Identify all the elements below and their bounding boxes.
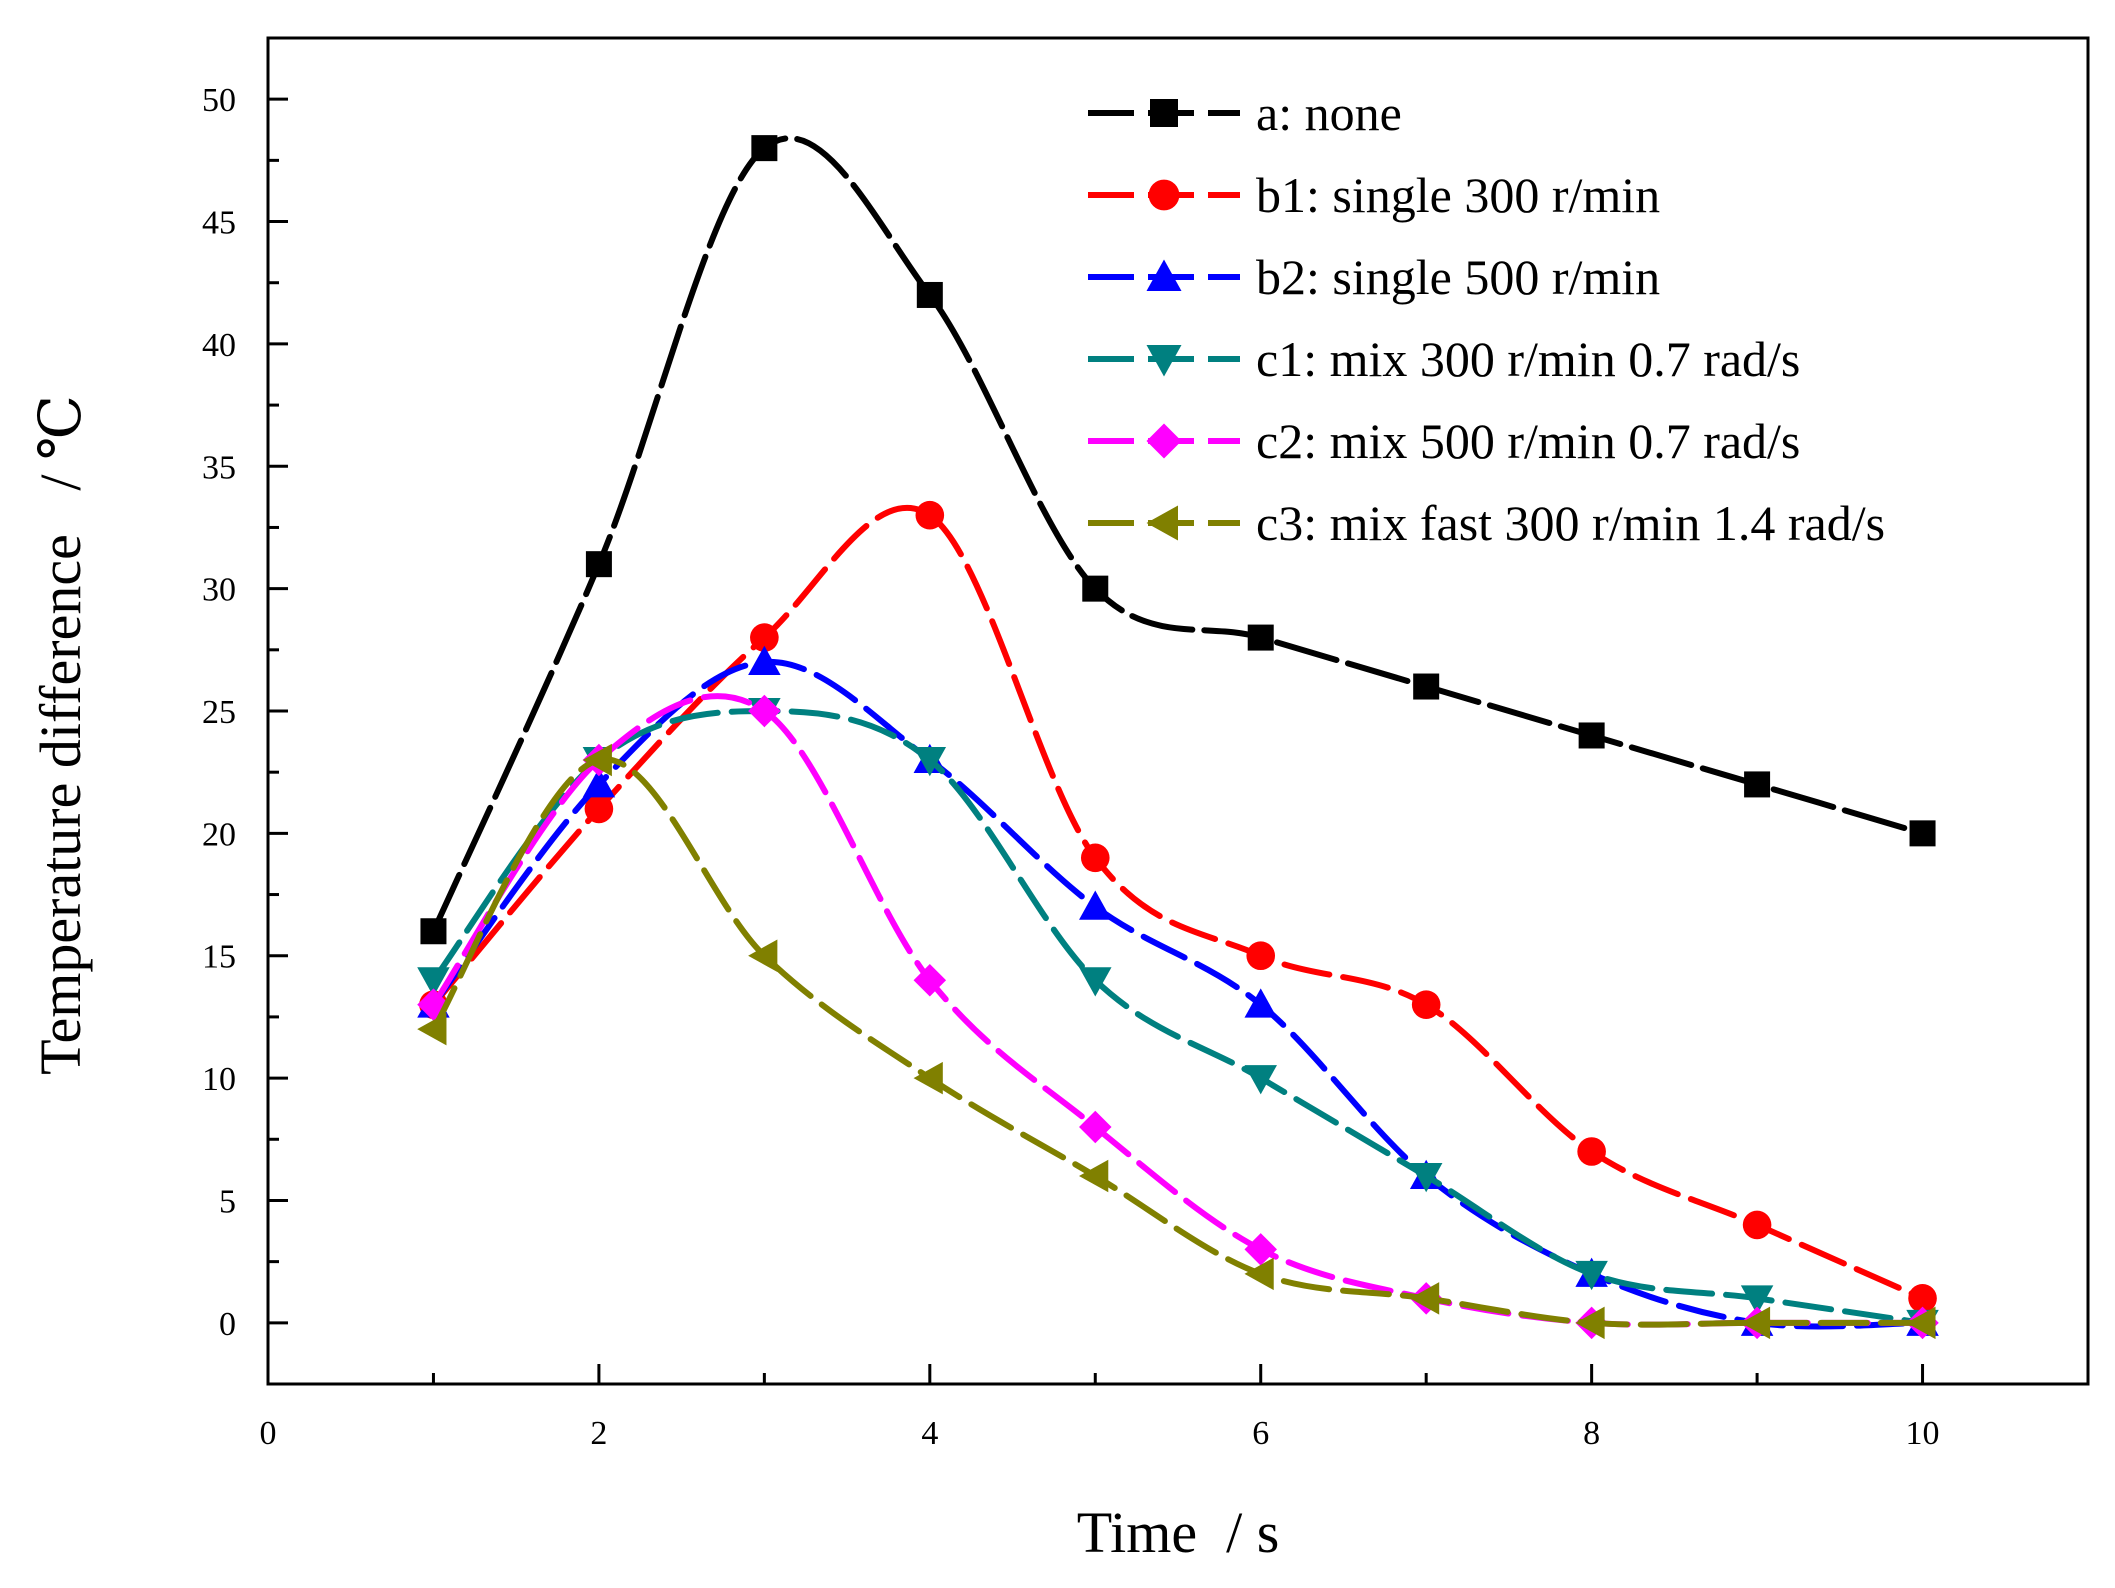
data-point-1-8 bbox=[1742, 1210, 1772, 1240]
data-point-1-9 bbox=[1908, 1284, 1937, 1313]
series-1 bbox=[419, 500, 1937, 1313]
legend-entry-0: a: none bbox=[1088, 85, 1402, 141]
data-point-0-8 bbox=[1744, 771, 1771, 798]
data-point-5-7 bbox=[1575, 1306, 1605, 1340]
series-line-3 bbox=[430, 707, 1926, 1326]
x-tick-label-4: 4 bbox=[921, 1415, 938, 1452]
data-point-4-3 bbox=[913, 963, 947, 997]
y-tick-label-15: 15 bbox=[202, 939, 236, 976]
y-tick-label-5: 5 bbox=[219, 1183, 236, 1220]
data-point-2-2 bbox=[748, 645, 781, 676]
y-tick-label-0: 0 bbox=[219, 1306, 236, 1343]
series-5 bbox=[417, 743, 1936, 1340]
legend-marker-0 bbox=[1150, 99, 1178, 127]
series-line-0 bbox=[430, 135, 1926, 935]
data-point-0-6 bbox=[1413, 673, 1440, 700]
legend-marker-5 bbox=[1146, 505, 1178, 541]
x-tick-label-8: 8 bbox=[1583, 1415, 1600, 1452]
data-point-3-7 bbox=[1575, 1260, 1608, 1291]
data-point-5-8 bbox=[1740, 1306, 1771, 1340]
data-point-5-3 bbox=[913, 1061, 943, 1095]
data-point-3-6 bbox=[1409, 1162, 1443, 1193]
x-tick-label-10: 10 bbox=[1906, 1415, 1940, 1452]
data-point-5-1 bbox=[582, 743, 612, 777]
legend-marker-4 bbox=[1146, 423, 1182, 459]
y-tick-label-45: 45 bbox=[202, 205, 236, 242]
data-point-1-1 bbox=[584, 794, 614, 824]
legend-entry-5: c3: mix fast 300 r/min 1.4 rad/s bbox=[1088, 495, 1885, 551]
legend-marker-1 bbox=[1148, 179, 1180, 211]
x-tick-label-6: 6 bbox=[1252, 1415, 1269, 1452]
data-point-3-8 bbox=[1740, 1285, 1774, 1315]
y-tick-label-20: 20 bbox=[202, 816, 236, 853]
legend-marker-3 bbox=[1146, 345, 1182, 377]
data-point-3-5 bbox=[1244, 1065, 1277, 1095]
data-point-5-0 bbox=[417, 1012, 447, 1046]
data-point-1-5 bbox=[1246, 941, 1276, 971]
series-0 bbox=[420, 135, 1936, 945]
y-tick-label-35: 35 bbox=[202, 449, 236, 486]
legend-entry-3: c1: mix 300 r/min 0.7 rad/s bbox=[1088, 331, 1800, 387]
y-axis: 0 5 10 15 20 25 30 35 40 45 50 bbox=[202, 82, 288, 1343]
data-point-5-5 bbox=[1244, 1257, 1274, 1291]
data-point-5-2 bbox=[748, 939, 778, 972]
data-point-0-1 bbox=[585, 551, 612, 578]
data-point-0-7 bbox=[1578, 722, 1605, 749]
data-point-5-9 bbox=[1906, 1306, 1936, 1340]
legend-label-0: a: none bbox=[1256, 85, 1402, 141]
data-point-1-7 bbox=[1577, 1137, 1606, 1166]
data-point-0-3 bbox=[916, 281, 943, 308]
data-point-2-1 bbox=[582, 768, 616, 798]
x-tick-label-0: 0 bbox=[260, 1415, 277, 1452]
legend-label-2: b2: single 500 r/min bbox=[1256, 249, 1660, 305]
data-point-0-5 bbox=[1247, 624, 1274, 651]
data-point-0-9 bbox=[1909, 820, 1936, 847]
data-point-0-4 bbox=[1082, 575, 1109, 602]
legend-label-3: c1: mix 300 r/min 0.7 rad/s bbox=[1256, 331, 1800, 387]
data-point-1-4 bbox=[1080, 843, 1110, 873]
data-point-4-4 bbox=[1079, 1110, 1112, 1144]
legend-label-5: c3: mix fast 300 r/min 1.4 rad/s bbox=[1256, 495, 1885, 551]
data-point-3-4 bbox=[1079, 967, 1112, 997]
y-tick-label-10: 10 bbox=[202, 1061, 236, 1098]
data-point-5-4 bbox=[1079, 1159, 1109, 1193]
data-point-1-6 bbox=[1411, 990, 1441, 1019]
data-point-4-5 bbox=[1244, 1233, 1277, 1266]
series-3 bbox=[417, 698, 1939, 1340]
x-axis-title: Time / s bbox=[1077, 1500, 1280, 1565]
data-point-0-0 bbox=[420, 918, 447, 945]
series-line-5 bbox=[430, 756, 1926, 1328]
legend-entry-1: b1: single 300 r/min bbox=[1088, 167, 1660, 223]
y-tick-label-40: 40 bbox=[202, 327, 236, 364]
data-point-3-3 bbox=[913, 746, 947, 777]
y-axis-title: Temperature difference / ℃ bbox=[28, 395, 93, 1075]
series-4 bbox=[417, 693, 1939, 1340]
legend-label-4: c2: mix 500 r/min 0.7 rad/s bbox=[1256, 413, 1800, 469]
plot-frame bbox=[266, 36, 2090, 1386]
data-point-1-3 bbox=[915, 500, 945, 530]
data-point-2-5 bbox=[1244, 988, 1277, 1018]
data-point-4-2 bbox=[748, 694, 781, 728]
legend-entry-2: b2: single 500 r/min bbox=[1088, 249, 1660, 305]
y-tick-label-25: 25 bbox=[202, 694, 236, 731]
legend-entry-4: c2: mix 500 r/min 0.7 rad/s bbox=[1088, 413, 1800, 469]
legend-label-1: b1: single 300 r/min bbox=[1256, 167, 1660, 223]
legend: a: none b1: single 300 r/min b2: single 50… bbox=[1088, 85, 1885, 551]
data-point-3-0 bbox=[417, 967, 450, 997]
legend-marker-2 bbox=[1146, 259, 1182, 291]
y-tick-label-50: 50 bbox=[202, 82, 236, 119]
y-tick-label-30: 30 bbox=[202, 572, 236, 609]
series-layer bbox=[417, 135, 1939, 1340]
x-tick-label-2: 2 bbox=[590, 1415, 607, 1452]
data-point-5-6 bbox=[1409, 1282, 1440, 1315]
series-line-1 bbox=[430, 505, 1926, 1302]
x-axis: 0 2 4 6 8 10 bbox=[260, 1364, 1940, 1452]
data-point-0-2 bbox=[751, 135, 778, 162]
data-point-2-4 bbox=[1079, 890, 1112, 920]
data-point-1-2 bbox=[750, 623, 779, 652]
